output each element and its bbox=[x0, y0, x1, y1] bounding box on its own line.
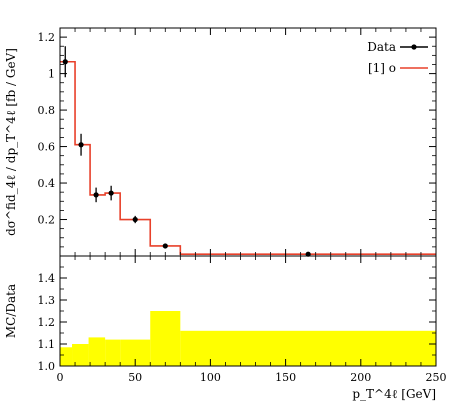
ratio-band-bin bbox=[72, 344, 89, 366]
ratio-y-tick-label: 1.4 bbox=[38, 272, 56, 285]
x-tick-label: 0 bbox=[57, 371, 64, 384]
x-tick-label: 150 bbox=[275, 371, 296, 384]
ratio-y-tick-label: 1.1 bbox=[38, 338, 56, 351]
ratio-ticks: 1.0 1.1 1.2 1.3 1.4 0 50 100 150 200 250 bbox=[38, 256, 447, 384]
x-tick-label: 50 bbox=[128, 371, 142, 384]
x-tick-label: 250 bbox=[426, 371, 447, 384]
main-y-tick-label: 0.4 bbox=[38, 177, 56, 190]
ratio-plot-content bbox=[60, 311, 436, 366]
legend-data-marker bbox=[411, 44, 417, 50]
data-point bbox=[108, 190, 114, 196]
main-y-tick-label: 0.6 bbox=[38, 141, 56, 154]
main-y-axis-label: dσ^fid_4ℓ / dp_T^4ℓ [fb / GeV] bbox=[4, 48, 18, 236]
data-point bbox=[62, 59, 68, 65]
main-y-tick-label: 1.2 bbox=[38, 31, 56, 44]
data-point bbox=[132, 216, 138, 223]
data-point bbox=[93, 192, 99, 198]
ratio-band-bin bbox=[150, 311, 181, 366]
main-panel: 0.2 0.4 0.6 0.8 1 1.2 dσ^fid_4ℓ / dp_T^4ℓ [fb… bbox=[4, 27, 437, 257]
main-plot-content bbox=[60, 46, 436, 257]
data-point bbox=[162, 243, 168, 249]
ratio-band-bin bbox=[88, 337, 106, 366]
ratio-y-tick-label: 1.2 bbox=[38, 316, 56, 329]
ratio-y-tick-label: 1.3 bbox=[38, 294, 56, 307]
legend-entry-data-label: Data bbox=[367, 40, 396, 54]
ratio-y-tick-label: 1.0 bbox=[38, 360, 56, 373]
mc-histogram-line bbox=[60, 60, 436, 255]
legend: Data [1] o bbox=[367, 40, 428, 75]
ratio-band-bin bbox=[60, 347, 73, 366]
x-tick-label: 200 bbox=[350, 371, 371, 384]
x-axis-label: p_T^4ℓ [GeV] bbox=[352, 387, 436, 401]
data-point bbox=[305, 251, 311, 257]
data-point bbox=[78, 142, 84, 148]
x-tick-label: 100 bbox=[200, 371, 221, 384]
main-y-tick-label: 1 bbox=[48, 68, 55, 81]
main-y-tick-label: 0.2 bbox=[38, 214, 56, 227]
main-ticks: 0.2 0.4 0.6 0.8 1 1.2 bbox=[38, 28, 437, 256]
ratio-y-axis-label: MC/Data bbox=[4, 284, 18, 338]
ratio-band-bin bbox=[180, 330, 436, 366]
ratio-band-bin bbox=[105, 339, 121, 366]
legend-entry-mc-label: [1] o bbox=[368, 61, 396, 75]
ratio-panel: 1.0 1.1 1.2 1.3 1.4 0 50 100 150 200 250 MC/Data p… bbox=[4, 255, 447, 401]
main-y-tick-label: 0.8 bbox=[38, 104, 56, 117]
